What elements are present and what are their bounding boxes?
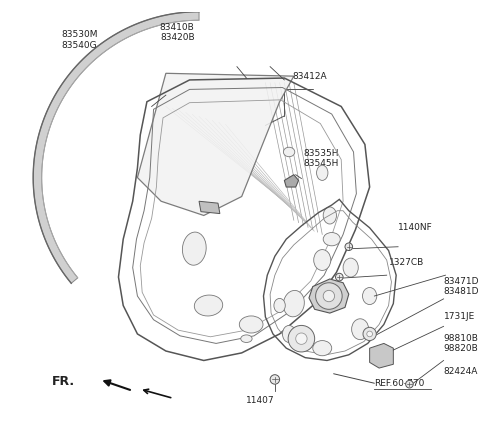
Ellipse shape [241, 335, 252, 342]
Ellipse shape [182, 232, 206, 265]
Ellipse shape [283, 147, 295, 157]
Polygon shape [33, 12, 199, 283]
Text: 83471D
83481D: 83471D 83481D [444, 277, 479, 296]
Ellipse shape [282, 325, 296, 342]
Text: 1731JE: 1731JE [444, 312, 475, 321]
Text: 83412A: 83412A [292, 72, 326, 81]
Ellipse shape [317, 165, 328, 181]
Polygon shape [199, 201, 220, 214]
Text: REF.60-770: REF.60-770 [374, 379, 425, 388]
Ellipse shape [343, 258, 358, 277]
Ellipse shape [313, 340, 332, 356]
Text: 83530M
83540G: 83530M 83540G [61, 30, 98, 50]
Text: 11407: 11407 [246, 396, 275, 405]
Text: 83535H
83545H: 83535H 83545H [303, 149, 339, 168]
Ellipse shape [194, 295, 223, 316]
Circle shape [363, 327, 376, 340]
Circle shape [336, 273, 343, 281]
Circle shape [323, 290, 335, 302]
Text: 1327CB: 1327CB [389, 258, 424, 267]
Circle shape [270, 375, 279, 384]
Ellipse shape [283, 290, 304, 317]
Ellipse shape [323, 207, 336, 224]
Ellipse shape [352, 319, 369, 340]
Ellipse shape [362, 288, 377, 305]
Text: 83410B
83420B: 83410B 83420B [160, 23, 194, 42]
Circle shape [406, 380, 413, 388]
Circle shape [288, 325, 315, 352]
Ellipse shape [274, 298, 285, 313]
Ellipse shape [323, 233, 340, 246]
Polygon shape [370, 344, 393, 368]
Circle shape [316, 283, 342, 309]
Text: 82424A: 82424A [444, 367, 478, 376]
Polygon shape [309, 279, 349, 313]
Circle shape [367, 331, 372, 337]
Circle shape [296, 333, 307, 345]
Text: 98810B
98820B: 98810B 98820B [444, 334, 479, 353]
Polygon shape [137, 73, 294, 215]
Ellipse shape [314, 250, 331, 271]
Text: FR.: FR. [52, 375, 75, 388]
Text: 1140NF: 1140NF [398, 223, 433, 233]
Circle shape [345, 243, 353, 250]
Ellipse shape [240, 316, 263, 333]
Polygon shape [284, 175, 299, 187]
